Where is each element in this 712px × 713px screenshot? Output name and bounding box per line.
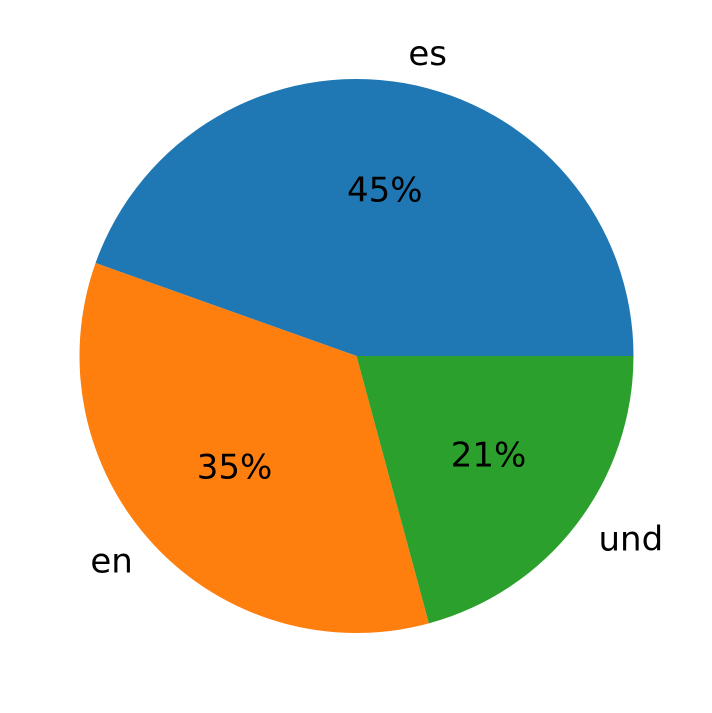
pie-labels: es 45% en 35% und 21%: [90, 34, 663, 581]
pie-slice-und: [356, 356, 634, 624]
percent-label-es: 45%: [347, 171, 423, 211]
percent-label-und: 21%: [451, 436, 527, 476]
category-label-es: es: [408, 34, 447, 74]
pie-slice-es: [95, 79, 634, 356]
pie-slices: [79, 79, 634, 633]
pie-slice-en: [79, 263, 429, 633]
category-label-en: en: [90, 541, 132, 581]
percent-label-en: 35%: [197, 447, 273, 487]
category-label-und: und: [598, 520, 663, 560]
